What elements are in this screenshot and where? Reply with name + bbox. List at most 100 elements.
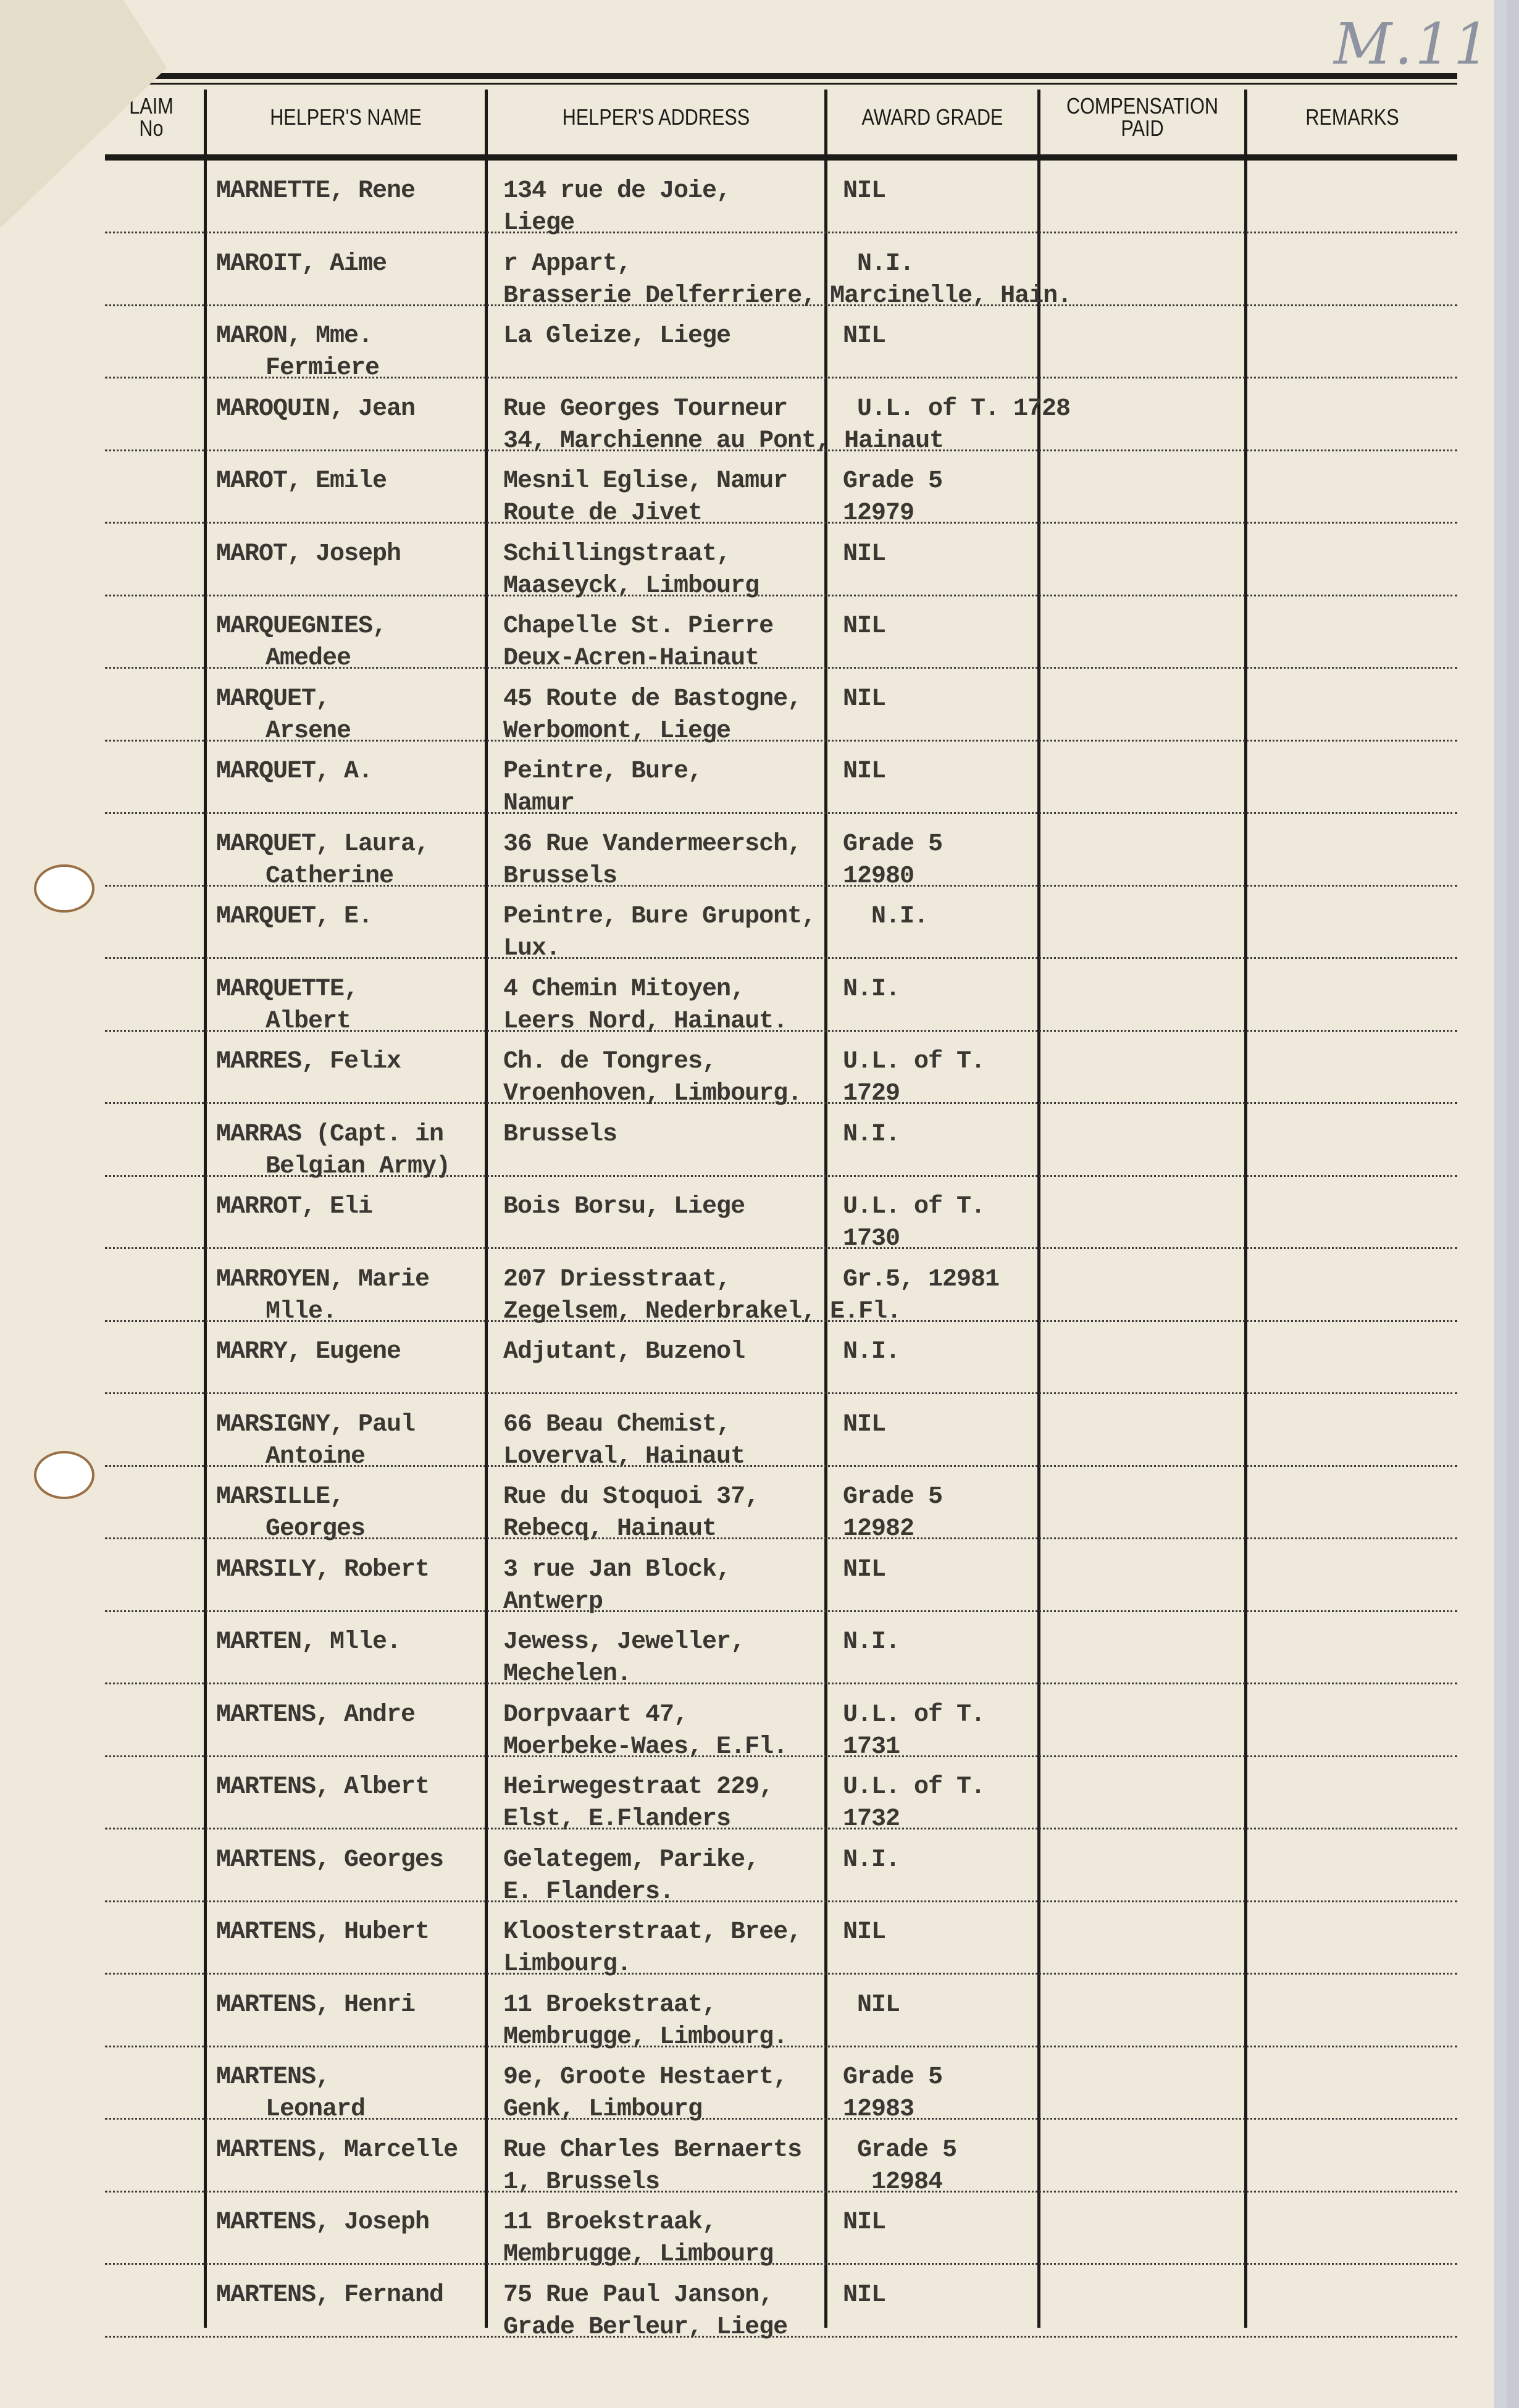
helper-address-cell: Bois Borsu, Liege [503, 1191, 745, 1223]
row-divider [105, 1973, 1457, 1975]
helper-address-cell: Gelategem, Parike, E. Flanders. [503, 1844, 760, 1908]
helper-address-line: Rebecq, Hainaut [503, 1515, 717, 1543]
helper-address-line: Peintre, Bure Grupont, [503, 903, 816, 930]
helper-name-cell: MARQUET, A. [216, 756, 373, 788]
award-grade-cell: U.L. of T. 1730 [843, 1191, 985, 1255]
award-grade-cell: NIL [843, 1554, 886, 1586]
table-row: MARTEN, Mlle. Jewess, Jeweller, Mechelen. N… [105, 1612, 1457, 1688]
helper-name-line: MARQUET, E. [216, 903, 373, 930]
helper-address-line: Elst, E.Flanders [503, 1805, 731, 1833]
table-row: MARRY, Eugene Adjutant, Buzenol N.I. [105, 1321, 1457, 1394]
helper-name-line: MARRY, Eugene [216, 1338, 401, 1366]
helper-address-cell: 75 Rue Paul Janson, Grade Berleur, Liege [503, 2280, 788, 2344]
table-row: MARQUET, A. Peintre, Bure, Namur NIL [105, 741, 1457, 817]
helper-address-line: 4 Chemin Mitoyen, [503, 975, 745, 1003]
helper-address-line: Namur [503, 790, 575, 817]
table-row: MARTENS, Hubert Kloosterstraat, Bree, Limb… [105, 1902, 1457, 1978]
helper-address-line: Peintre, Bure, [503, 758, 703, 785]
award-grade-line: 1732 [843, 1805, 900, 1833]
helper-address-line: r Appart, [503, 249, 632, 278]
punch-hole [34, 1451, 94, 1499]
award-grade-line: NIL [843, 540, 886, 568]
helper-address-line: Maaseyck, Limbourg [503, 572, 760, 600]
award-grade-cell: Grade 5 12984 [843, 2134, 957, 2199]
row-divider [105, 1174, 1457, 1177]
helper-address-line: Brussels [503, 1120, 617, 1148]
helper-address-cell: Chapelle St. Pierre Deux-Acren-Hainaut [503, 611, 774, 675]
table-row: MARQUET, Arsene 45 Route de Bastogne, Werbo… [105, 669, 1457, 745]
helper-address-line: 1, Brussels [503, 2168, 660, 2196]
helper-address-line: Bois Borsu, Liege [503, 1193, 745, 1221]
award-grade-line: NIL [843, 2209, 886, 2236]
row-divider [105, 2190, 1457, 2193]
row-divider [105, 449, 1457, 451]
award-grade-line: 12982 [843, 1515, 914, 1543]
row-divider [105, 2118, 1457, 2120]
helper-name-line: MAROIT, Aime [216, 249, 387, 278]
award-grade-line: Grade 5 [843, 2063, 943, 2091]
helper-name-cell: MAROT, Joseph [216, 538, 401, 571]
award-grade-cell: N.I. [843, 974, 900, 1006]
helper-name-line: MAROQUIN, Jean [216, 395, 416, 423]
helper-name-cell: MAROIT, Aime [216, 248, 387, 280]
helper-address-line: Loverval, Hainaut [503, 1442, 745, 1471]
row-divider [105, 1537, 1457, 1539]
helper-address-line: Mesnil Eglise, Namur [503, 467, 788, 495]
helper-name-line: MARTENS, Andre [216, 1700, 416, 1729]
helper-name-cell: MARSILY, Robert [216, 1554, 430, 1586]
award-grade-line: NIL [843, 1991, 900, 2019]
award-grade-cell: Grade 5 12983 [843, 2062, 943, 2126]
award-grade-line: NIL [843, 685, 886, 713]
helper-name-cell: MARTENS, Andre [216, 1699, 416, 1731]
helper-name-cell: MARRES, Felix [216, 1046, 401, 1078]
helper-address-line: Antwerp [503, 1587, 603, 1616]
award-grade-line: U.L. of T. [843, 1193, 985, 1221]
helper-address-line: Werbomont, Liege [503, 717, 731, 745]
table-row: MARQUET, Laura, Catherine 36 Rue Vandermee… [105, 814, 1457, 890]
helper-name-line: Fermiere [266, 354, 380, 382]
award-grade-cell: NIL [843, 1409, 886, 1441]
helper-name-line: MARTENS, Marcelle [216, 2136, 458, 2164]
helper-name-line: Antoine [266, 1442, 366, 1471]
column-divider [824, 90, 827, 2328]
helper-address-line: Schillingstraat, [503, 540, 731, 568]
helper-name-line: MAROT, Joseph [216, 540, 401, 568]
helper-address-line: E. Flanders. [503, 1878, 674, 1906]
helper-address-line: 3 rue Jan Block, [503, 1555, 731, 1584]
helper-address-line: 45 Route de Bastogne, [503, 685, 802, 713]
award-grade-line: NIL [843, 1410, 886, 1439]
table-row: MARNETTE, Rene 134 rue de Joie, Liege NIL [105, 161, 1457, 237]
helper-name-cell: MARTENS, Leonard [216, 2062, 366, 2126]
helper-address-line: Chapelle St. Pierre [503, 612, 774, 640]
table-row: MARTENS, Andre Dorpvaart 47, Moerbeke-Waes… [105, 1684, 1457, 1761]
helper-address-line: Rue du Stoquoi 37, [503, 1483, 760, 1511]
award-grade-cell: NIL [843, 320, 886, 353]
award-grade-line: N.I. [843, 903, 929, 930]
table-row: MARON, Mme. Fermiere La Gleize, Liege NIL [105, 306, 1457, 382]
helper-name-line: MARTENS, Fernand [216, 2281, 444, 2309]
punch-hole [34, 864, 94, 913]
helper-name-line: MAROT, Emile [216, 467, 387, 495]
table-row: MARROT, Eli Bois Borsu, Liege U.L. of T. 17… [105, 1176, 1457, 1253]
award-grade-line: 12979 [843, 500, 914, 527]
helper-address-line: Rue Charles Bernaerts [503, 2136, 802, 2164]
helper-name-line: MARRES, Felix [216, 1048, 401, 1076]
helper-address-line: 11 Broekstraat, [503, 1991, 717, 2019]
row-divider [105, 1900, 1457, 1902]
helper-address-cell: Ch. de Tongres, Vroenhoven, Limbourg. [503, 1046, 802, 1110]
helper-address-line: Membrugge, Limbourg. [503, 2023, 788, 2051]
table-row: MARTENS, Georges Gelategem, Parike, E. Fla… [105, 1829, 1457, 1906]
helper-name-line: Amedee [266, 645, 351, 672]
helper-address-line: Jewess, Jeweller, [503, 1628, 745, 1656]
helper-address-cell: La Gleize, Liege [503, 320, 731, 353]
helper-address-cell: r Appart, Brasserie Delferriere, Marcinel… [503, 248, 1072, 312]
helper-address-line: Adjutant, Buzenol [503, 1338, 745, 1366]
column-header-address: HELPER'S ADDRESS [562, 104, 750, 130]
row-divider [105, 2335, 1457, 2338]
award-grade-line: N.I. [843, 1120, 900, 1148]
helper-name-cell: MARQUET, E. [216, 901, 373, 933]
award-grade-cell: NIL [843, 2280, 886, 2312]
row-divider [105, 1828, 1457, 1829]
row-divider [105, 1102, 1457, 1104]
